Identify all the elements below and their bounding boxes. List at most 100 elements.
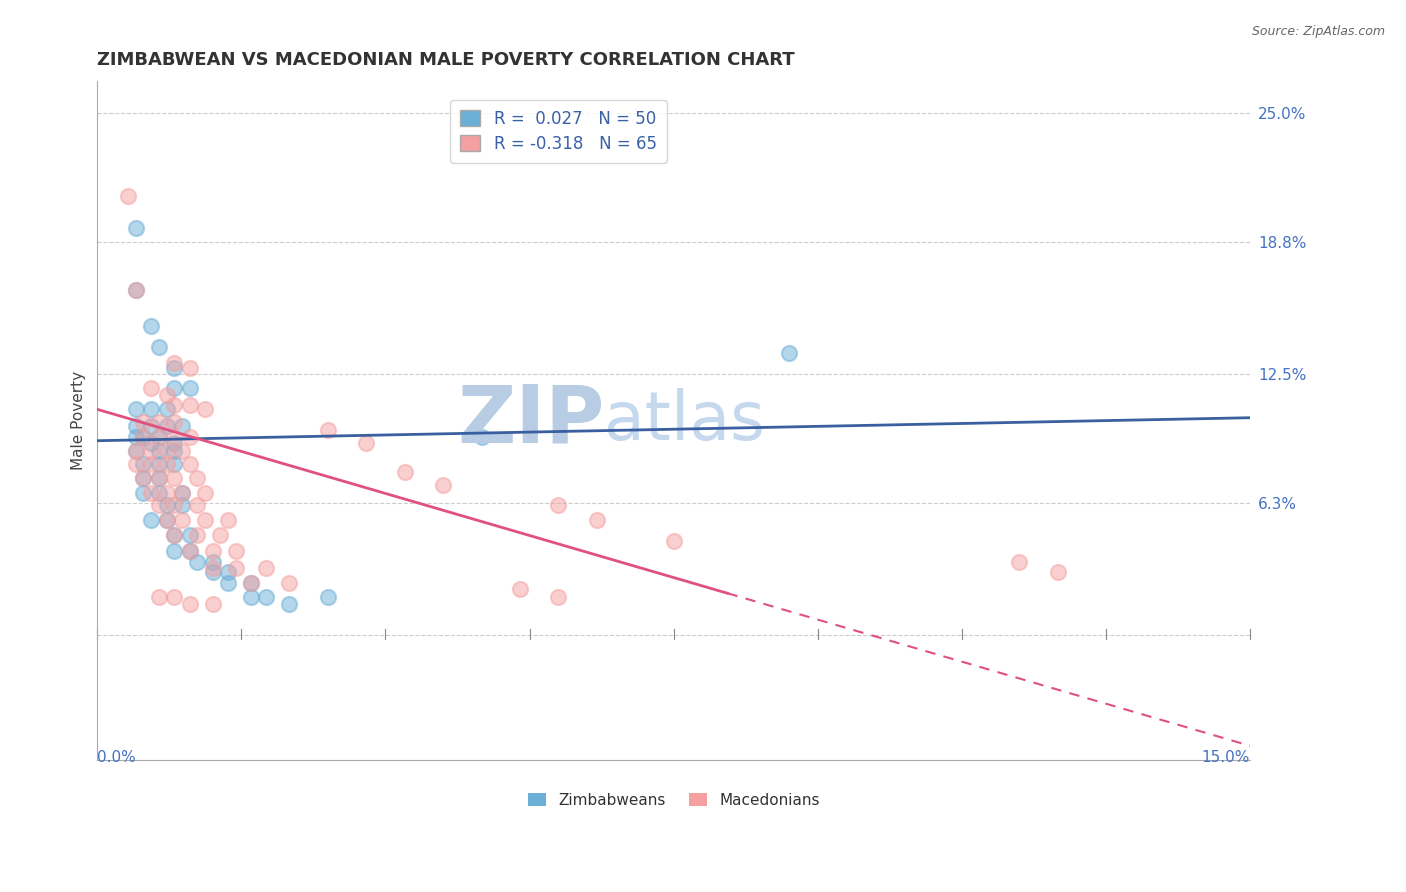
Point <box>432 477 454 491</box>
Point <box>148 471 170 485</box>
Point <box>163 527 186 541</box>
Point <box>155 513 177 527</box>
Point <box>201 561 224 575</box>
Point <box>201 544 224 558</box>
Point <box>179 382 201 396</box>
Point <box>148 471 170 485</box>
Point <box>240 591 263 605</box>
Point <box>179 527 201 541</box>
Point <box>201 566 224 580</box>
Point <box>148 591 170 605</box>
Point <box>394 465 416 479</box>
Point <box>240 575 263 590</box>
Point <box>170 444 193 458</box>
Point <box>1008 555 1031 569</box>
Point <box>125 444 148 458</box>
Point <box>778 346 800 360</box>
Point <box>186 499 208 513</box>
Point <box>132 457 155 471</box>
Point <box>217 566 239 580</box>
Point <box>179 457 201 471</box>
Point <box>1046 566 1069 580</box>
Text: atlas: atlas <box>605 388 765 454</box>
Point <box>125 444 148 458</box>
Point <box>125 457 148 471</box>
Point <box>194 402 217 417</box>
Point <box>662 534 685 549</box>
Point <box>139 457 162 471</box>
Point <box>470 429 492 443</box>
Point <box>179 544 201 558</box>
Text: 15.0%: 15.0% <box>1202 750 1250 765</box>
Text: 0.0%: 0.0% <box>97 750 136 765</box>
Point <box>139 402 162 417</box>
Point <box>163 444 186 458</box>
Point <box>278 597 301 611</box>
Point <box>163 591 186 605</box>
Point <box>148 486 170 500</box>
Point <box>155 513 177 527</box>
Point <box>148 457 170 471</box>
Point <box>186 527 208 541</box>
Point <box>155 499 177 513</box>
Point <box>163 499 186 513</box>
Point <box>217 575 239 590</box>
Point <box>163 415 186 429</box>
Point <box>316 591 339 605</box>
Text: ZIMBABWEAN VS MACEDONIAN MALE POVERTY CORRELATION CHART: ZIMBABWEAN VS MACEDONIAN MALE POVERTY CO… <box>97 51 794 69</box>
Point <box>148 444 170 458</box>
Point <box>132 471 155 485</box>
Text: Source: ZipAtlas.com: Source: ZipAtlas.com <box>1251 25 1385 38</box>
Point <box>125 429 148 443</box>
Text: ZIP: ZIP <box>457 382 605 460</box>
Point <box>163 544 186 558</box>
Point <box>148 429 170 443</box>
Point <box>139 419 162 434</box>
Point <box>148 499 170 513</box>
Point <box>254 561 277 575</box>
Point <box>148 340 170 354</box>
Point <box>547 591 569 605</box>
Point <box>316 423 339 437</box>
Point <box>179 360 201 375</box>
Point <box>155 444 177 458</box>
Point <box>194 513 217 527</box>
Point <box>155 388 177 402</box>
Point <box>179 544 201 558</box>
Point <box>125 283 148 297</box>
Point <box>509 582 531 596</box>
Point <box>201 597 224 611</box>
Point <box>139 444 162 458</box>
Point <box>170 513 193 527</box>
Point <box>132 486 155 500</box>
Point <box>163 398 186 412</box>
Point <box>186 555 208 569</box>
Point <box>139 486 162 500</box>
Point <box>547 499 569 513</box>
Point <box>217 513 239 527</box>
Point <box>356 435 378 450</box>
Point <box>125 402 148 417</box>
Point <box>163 382 186 396</box>
Point <box>163 360 186 375</box>
Point <box>179 398 201 412</box>
Point <box>139 382 162 396</box>
Point <box>179 597 201 611</box>
Point <box>155 402 177 417</box>
Y-axis label: Male Poverty: Male Poverty <box>72 371 86 470</box>
Point <box>125 419 148 434</box>
Point <box>132 429 155 443</box>
Point <box>201 555 224 569</box>
Point <box>125 220 148 235</box>
Point <box>148 415 170 429</box>
Point <box>139 318 162 333</box>
Point <box>155 419 177 434</box>
Point <box>125 283 148 297</box>
Point <box>139 435 162 450</box>
Point <box>254 591 277 605</box>
Point <box>170 486 193 500</box>
Legend: Zimbabweans, Macedonians: Zimbabweans, Macedonians <box>522 787 825 814</box>
Point <box>163 457 186 471</box>
Point <box>163 527 186 541</box>
Point <box>163 356 186 370</box>
